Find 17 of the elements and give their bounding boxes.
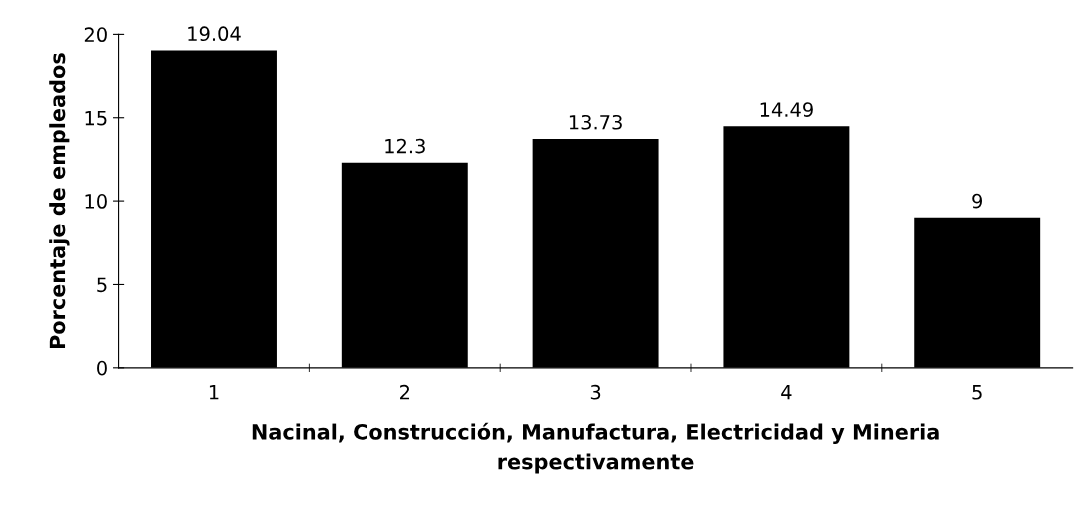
y-tick-label: 10 (85, 194, 107, 209)
data-label: 9 (972, 193, 983, 209)
x-tick-label: 1 (209, 385, 219, 400)
x-tick-label: 2 (400, 384, 410, 400)
y-tick-label: 0 (97, 360, 107, 376)
data-label: 19.04 (188, 26, 241, 42)
x-tick-label: 5 (972, 385, 982, 400)
y-axis-title: Porcentaje de empleados (49, 53, 70, 349)
y-tick-label: 5 (97, 277, 107, 293)
data-label: 14.49 (760, 102, 813, 117)
data-label: 12.3 (385, 138, 425, 154)
x-axis-title: Nacinal, Construcción, Manufactura, Electricidad y Mineria respectivamente (252, 422, 939, 474)
y-tick-label: 15 (85, 110, 107, 126)
y-tick-label: 20 (84, 27, 107, 43)
data-label: 13.73 (569, 114, 622, 130)
x-tick-label: 4 (781, 385, 792, 400)
x-tick-label: 3 (590, 384, 601, 400)
